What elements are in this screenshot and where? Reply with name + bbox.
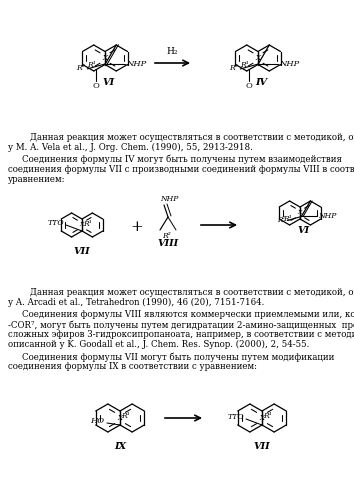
Text: X: X	[259, 414, 264, 422]
Text: уравнением:: уравнением:	[8, 175, 65, 184]
Text: R¹: R¹	[240, 61, 249, 69]
Text: X: X	[80, 223, 84, 228]
Text: NHP: NHP	[318, 213, 337, 221]
Text: R¹: R¹	[87, 61, 96, 69]
Text: HO: HO	[90, 417, 104, 425]
Text: VII: VII	[74, 247, 90, 256]
Text: TTO: TTO	[47, 219, 64, 227]
Text: X: X	[103, 54, 108, 62]
Text: NHP: NHP	[279, 60, 299, 68]
Text: Данная реакция может осуществляться в соответствии с методикой, описанной: Данная реакция может осуществляться в со…	[30, 133, 354, 142]
Text: R¹: R¹	[83, 220, 92, 228]
Text: NHP: NHP	[160, 195, 178, 203]
Text: -COR⁷, могут быть получены путем дегидратации 2-амино-защищенных  производных: -COR⁷, могут быть получены путем дегидра…	[8, 320, 354, 329]
Text: Соединения формулы VIII являются коммерчески приемлемыми или, когда R²=: Соединения формулы VIII являются коммерч…	[22, 310, 354, 319]
Text: сложных эфиров 3-гидроксипропаноата, например, в соответствии с методикой,: сложных эфиров 3-гидроксипропаноата, нап…	[8, 330, 354, 339]
Text: Соединения формулы IV могут быть получены путем взаимодействия: Соединения формулы IV могут быть получен…	[22, 155, 342, 165]
Text: R²: R²	[229, 64, 238, 72]
Text: IX: IX	[114, 442, 126, 451]
Text: X: X	[118, 414, 122, 422]
Text: у A. Arcadi et al., Tetrahedron (1990), 46 (20), 7151-7164.: у A. Arcadi et al., Tetrahedron (1990), …	[8, 298, 264, 307]
Text: Соединения формулы VII могут быть получены путем модификации: Соединения формулы VII могут быть получе…	[22, 352, 335, 361]
Text: +: +	[131, 220, 143, 234]
Text: соединения формулы IX в соответствии с уравнением:: соединения формулы IX в соответствии с у…	[8, 362, 257, 371]
Text: IV: IV	[255, 78, 267, 87]
Text: R¹: R¹	[283, 215, 292, 223]
Text: TTO: TTO	[227, 413, 244, 421]
Text: H₂: H₂	[166, 47, 178, 56]
Text: X: X	[256, 54, 261, 62]
Text: VII: VII	[254, 442, 270, 451]
Text: у M. A. Vela et al., J. Org. Chem. (1990), 55, 2913-2918.: у M. A. Vela et al., J. Org. Chem. (1990…	[8, 143, 253, 152]
Text: Данная реакция может осуществляться в соответствии с методикой, описанной: Данная реакция может осуществляться в со…	[30, 288, 354, 297]
Text: R²: R²	[76, 64, 85, 72]
Text: R²: R²	[278, 217, 285, 225]
Text: R¹: R¹	[121, 412, 130, 420]
Text: O: O	[246, 82, 253, 90]
Text: NHP: NHP	[126, 60, 147, 68]
Text: VI: VI	[102, 78, 114, 87]
Text: VI: VI	[297, 227, 309, 236]
Text: R¹: R¹	[263, 412, 272, 420]
Text: соединения формулы VII с производными соединений формулы VIII в соответстаии с: соединения формулы VII с производными со…	[8, 165, 354, 174]
Text: VIII: VIII	[158, 239, 178, 248]
Text: R²: R²	[162, 232, 170, 240]
Text: X: X	[298, 211, 302, 216]
Text: O: O	[93, 82, 100, 90]
Text: описанной у K. Goodall et al., J. Chem. Res. Synop. (2000), 2, 54-55.: описанной у K. Goodall et al., J. Chem. …	[8, 340, 309, 349]
